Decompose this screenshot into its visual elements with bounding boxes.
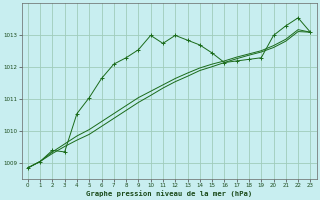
X-axis label: Graphe pression niveau de la mer (hPa): Graphe pression niveau de la mer (hPa) xyxy=(86,190,252,197)
